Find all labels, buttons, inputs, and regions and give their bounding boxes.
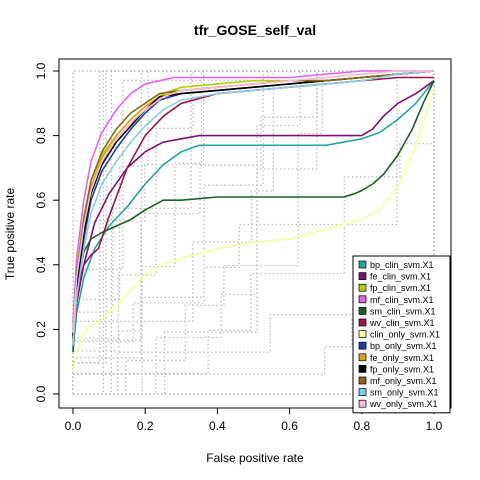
legend-swatch [358, 365, 367, 373]
y-tick-label: 0.2 [34, 321, 48, 338]
fold-curve [73, 70, 434, 395]
x-tick-label: 1.0 [426, 419, 443, 433]
fold-curve [72, 70, 434, 394]
fold-curve [73, 71, 435, 395]
x-tick-label: 0.6 [281, 419, 298, 433]
series-line-wv-only-svm-x1 [72, 70, 434, 333]
legend-label: mf_only_svm.X1 [370, 376, 437, 386]
series-line-mf-only-svm-x1 [72, 70, 435, 330]
chart-title: tfr_GOSE_self_val [194, 22, 316, 38]
legend-label: fp_only_svm.X1 [370, 364, 434, 374]
legend-swatch [358, 307, 367, 315]
legend-label: fe_clin_svm.X1 [370, 272, 431, 282]
y-tick-label: 1.0 [34, 62, 48, 79]
y-tick-label: 0.4 [34, 256, 48, 273]
series-line-sm-clin-svm-x1 [72, 80, 435, 353]
series-line-sm-only-svm-x1 [72, 70, 435, 346]
legend-swatch [358, 388, 367, 396]
fold-curve [72, 70, 434, 394]
legend-label: sm_only_svm.X1 [370, 388, 439, 398]
series-line-clin-only-svm-x1 [72, 86, 435, 372]
y-axis: 0.0 0.2 0.4 0.6 0.8 1.0 [34, 62, 60, 402]
x-axis-label: False positive rate [206, 451, 304, 465]
legend-swatch [358, 376, 367, 385]
series-layer [72, 70, 435, 372]
series-line-fe-clin-svm-x1 [72, 80, 435, 346]
legend-label: bp_clin_svm.X1 [370, 260, 434, 270]
series-line-mf-clin-svm-x1 [72, 70, 434, 323]
x-tick-label: 0.8 [353, 419, 370, 433]
legend-swatch [358, 260, 367, 269]
legend-label: wv_only_svm.X1 [369, 399, 438, 409]
x-tick-label: 0.0 [65, 419, 82, 433]
fold-curve [72, 70, 434, 394]
legend: bp_clin_svm.X1 fe_clin_svm.X1fp_clin_svm.… [352, 255, 451, 414]
legend-label: bp_only_svm.X1 [370, 341, 437, 351]
y-axis-label: True positive rate [3, 188, 17, 281]
fold-curve [73, 70, 434, 395]
fold-curve [72, 70, 434, 394]
legend-label: wv_clin_svm.X1 [369, 318, 435, 328]
legend-swatch [358, 318, 367, 327]
legend-swatch [358, 399, 367, 408]
legend-swatch [358, 272, 367, 280]
legend-swatch [358, 330, 367, 338]
legend-label: mf_clin_svm.X1 [370, 295, 434, 305]
legend-label: fe_only_svm.X1 [370, 353, 434, 363]
y-tick-label: 0.6 [34, 192, 48, 209]
y-tick-label: 0.0 [34, 385, 48, 402]
legend-swatch [358, 283, 367, 292]
fold-curve [73, 70, 434, 395]
legend-label: fp_clin_svm.X1 [370, 283, 431, 293]
legend-box [352, 255, 451, 414]
legend-swatch [358, 295, 367, 304]
x-tick-label: 0.2 [137, 419, 154, 433]
x-tick-label: 0.4 [209, 419, 226, 433]
legend-label: sm_clin_svm.X1 [370, 306, 436, 316]
y-tick-label: 0.8 [34, 127, 48, 144]
legend-swatch [358, 341, 367, 350]
legend-label: clin_only_svm.X1 [370, 330, 440, 340]
background-fold-curves [72, 70, 435, 395]
series-line-bp-clin-svm-x1 [72, 80, 435, 349]
legend-swatch [358, 353, 367, 362]
fold-curve [73, 70, 434, 395]
